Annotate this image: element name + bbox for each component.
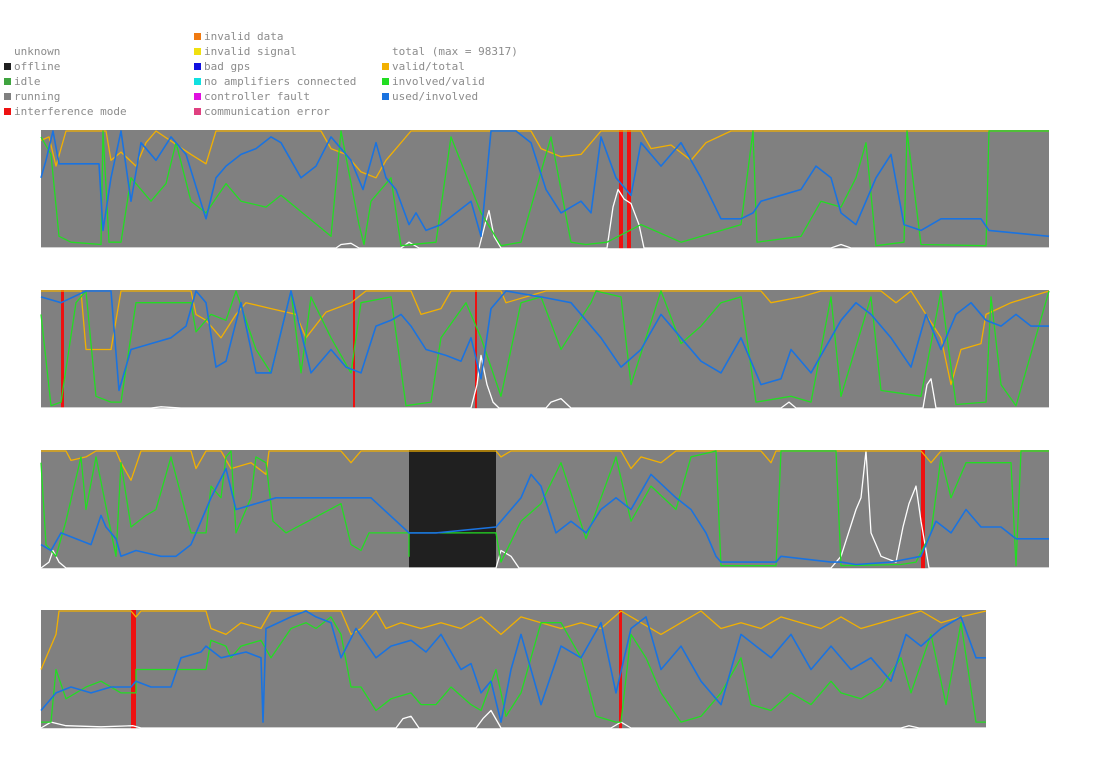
- legend-swatch: [194, 93, 201, 100]
- legend-swatch: [194, 108, 201, 115]
- error-legend: invalid data invalid signal bad gps no ampl…: [190, 29, 356, 119]
- error-legend-item: invalid data: [190, 29, 356, 44]
- status-band-interference: [131, 610, 136, 729]
- legend-label: valid/total: [392, 60, 465, 73]
- status-band-interference: [619, 130, 623, 249]
- legend-swatch: [4, 108, 11, 115]
- status-legend-item: unknown: [0, 44, 127, 59]
- used-involved-line: [40, 610, 986, 723]
- legend-label: offline: [14, 60, 61, 73]
- legend-label: unknown: [14, 45, 61, 58]
- legend-swatch: [4, 78, 11, 85]
- legend-label: interference mode: [14, 105, 127, 118]
- series-legend-item: used/involved: [378, 89, 518, 104]
- series-legend: total (max = 98317) valid/total involved/v…: [378, 44, 518, 104]
- legend-label: no amplifiers connected: [204, 75, 357, 88]
- legend-label: total (max = 98317): [392, 45, 518, 58]
- involved-valid-line: [41, 616, 986, 723]
- total-line: [40, 709, 986, 729]
- status-band-interference: [475, 290, 477, 409]
- status-legend-item: interference mode: [0, 104, 127, 119]
- series-legend-item: valid/total: [378, 59, 518, 74]
- valid-total-line: [41, 450, 1049, 481]
- error-legend-item: controller fault: [190, 89, 356, 104]
- used-involved-line: [40, 130, 1050, 238]
- valid-total-line: [40, 610, 987, 670]
- status-legend: unknown offline idle running interference mo…: [0, 44, 127, 119]
- legend: unknown offline idle running interference mo…: [0, 0, 1095, 125]
- legend-swatch: [382, 93, 389, 100]
- used-involved-line: [40, 290, 1049, 392]
- legend-label: communication error: [204, 105, 330, 118]
- legend-swatch: [382, 63, 389, 70]
- legend-label: running: [14, 90, 61, 103]
- status-band-interference: [921, 450, 925, 569]
- legend-swatch: [194, 33, 201, 40]
- legend-label: used/involved: [392, 90, 479, 103]
- legend-swatch: [4, 63, 11, 70]
- status-legend-item: offline: [0, 59, 127, 74]
- legend-swatch: [194, 48, 201, 55]
- legend-swatch: [382, 78, 389, 85]
- total-line: [41, 188, 1049, 249]
- legend-label: idle: [14, 75, 41, 88]
- legend-label: bad gps: [204, 60, 251, 73]
- total-line: [40, 450, 1049, 569]
- legend-label: invalid data: [204, 30, 284, 43]
- legend-label: involved/valid: [392, 75, 485, 88]
- error-legend-item: invalid signal: [190, 44, 356, 59]
- valid-total-line: [41, 290, 1050, 386]
- error-legend-item: bad gps: [190, 59, 356, 74]
- valid-total-line: [40, 130, 1049, 179]
- status-band-interference: [627, 130, 631, 249]
- series-legend-item: involved/valid: [378, 74, 518, 89]
- legend-swatch: [194, 78, 201, 85]
- error-legend-item: no amplifiers connected: [190, 74, 356, 89]
- status-legend-item: running: [0, 89, 127, 104]
- involved-valid-line: [40, 130, 1049, 247]
- status-band-interference: [619, 610, 622, 729]
- status-band-interference: [61, 290, 64, 409]
- series-legend-item: total (max = 98317): [378, 44, 518, 59]
- legend-swatch: [4, 93, 11, 100]
- used-involved-line: [40, 467, 1049, 566]
- involved-valid-line: [40, 450, 1049, 567]
- legend-swatch: [194, 63, 201, 70]
- legend-label: invalid signal: [204, 45, 297, 58]
- status-legend-item: idle: [0, 74, 127, 89]
- total-line: [41, 354, 1049, 409]
- status-band-offline: [409, 450, 496, 569]
- error-legend-item: communication error: [190, 104, 356, 119]
- legend-label: controller fault: [204, 90, 310, 103]
